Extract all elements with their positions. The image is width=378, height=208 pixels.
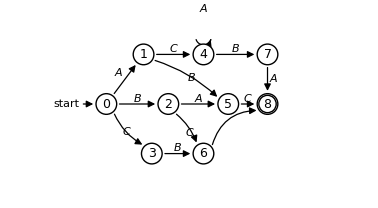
Circle shape	[141, 143, 162, 164]
Text: A: A	[270, 74, 277, 84]
Text: 6: 6	[200, 147, 208, 160]
Text: 3: 3	[148, 147, 156, 160]
Text: A: A	[115, 68, 122, 78]
Text: A: A	[195, 94, 202, 104]
Text: B: B	[133, 94, 141, 104]
Text: C: C	[170, 44, 177, 54]
Circle shape	[257, 44, 278, 65]
Text: 4: 4	[200, 48, 208, 61]
Circle shape	[193, 44, 214, 65]
Text: A: A	[200, 4, 207, 14]
Text: C: C	[186, 128, 194, 138]
Text: C: C	[122, 127, 130, 137]
Circle shape	[96, 94, 117, 114]
Text: 5: 5	[224, 98, 232, 110]
Text: 0: 0	[102, 98, 110, 110]
Text: start: start	[54, 99, 79, 109]
Circle shape	[193, 143, 214, 164]
Text: C: C	[244, 94, 252, 104]
Text: 7: 7	[263, 48, 271, 61]
Text: 2: 2	[164, 98, 172, 110]
Circle shape	[257, 94, 278, 114]
Circle shape	[218, 94, 239, 114]
Text: B: B	[188, 73, 196, 83]
Circle shape	[158, 94, 179, 114]
Circle shape	[133, 44, 154, 65]
Text: 8: 8	[263, 98, 271, 110]
Text: B: B	[232, 44, 239, 54]
Text: B: B	[174, 144, 181, 154]
Text: 1: 1	[139, 48, 147, 61]
